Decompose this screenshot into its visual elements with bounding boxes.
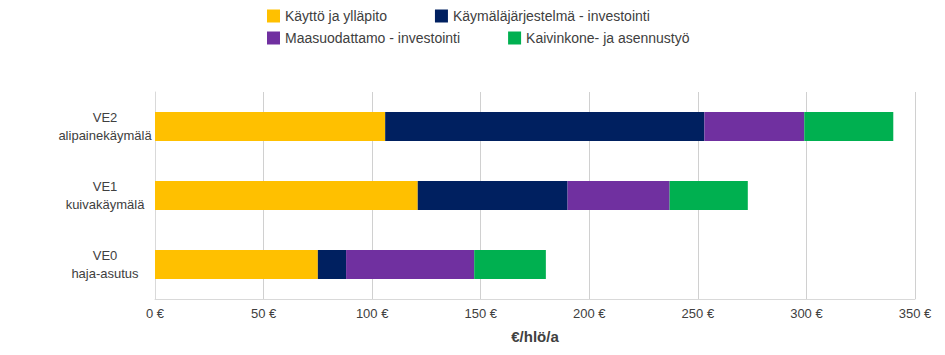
svg-text:350 €: 350 € bbox=[899, 306, 932, 321]
svg-text:Käyttö ja ylläpito: Käyttö ja ylläpito bbox=[285, 8, 387, 24]
svg-text:alipainekäymälä: alipainekäymälä bbox=[58, 128, 152, 143]
svg-text:150 €: 150 € bbox=[464, 306, 497, 321]
svg-text:50 €: 50 € bbox=[251, 306, 277, 321]
svg-text:200 €: 200 € bbox=[573, 306, 606, 321]
svg-text:250 €: 250 € bbox=[682, 306, 715, 321]
svg-text:VE2: VE2 bbox=[93, 110, 118, 125]
svg-text:VE1: VE1 bbox=[93, 179, 118, 194]
svg-text:100 €: 100 € bbox=[356, 306, 389, 321]
svg-text:Maasuodattamo - investointi: Maasuodattamo - investointi bbox=[285, 30, 460, 46]
svg-text:Kaivinkone- ja asennustyö: Kaivinkone- ja asennustyö bbox=[526, 30, 690, 46]
svg-text:haja-asutus: haja-asutus bbox=[71, 266, 139, 281]
svg-text:0 €: 0 € bbox=[146, 306, 165, 321]
svg-text:300 €: 300 € bbox=[790, 306, 823, 321]
svg-text:€/hlö/a: €/hlö/a bbox=[511, 328, 559, 345]
svg-text:VE0: VE0 bbox=[93, 248, 118, 263]
svg-text:Käymäläjärjestelmä - investoin: Käymäläjärjestelmä - investointi bbox=[453, 8, 650, 24]
svg-text:kuivakäymälä: kuivakäymälä bbox=[66, 197, 146, 212]
